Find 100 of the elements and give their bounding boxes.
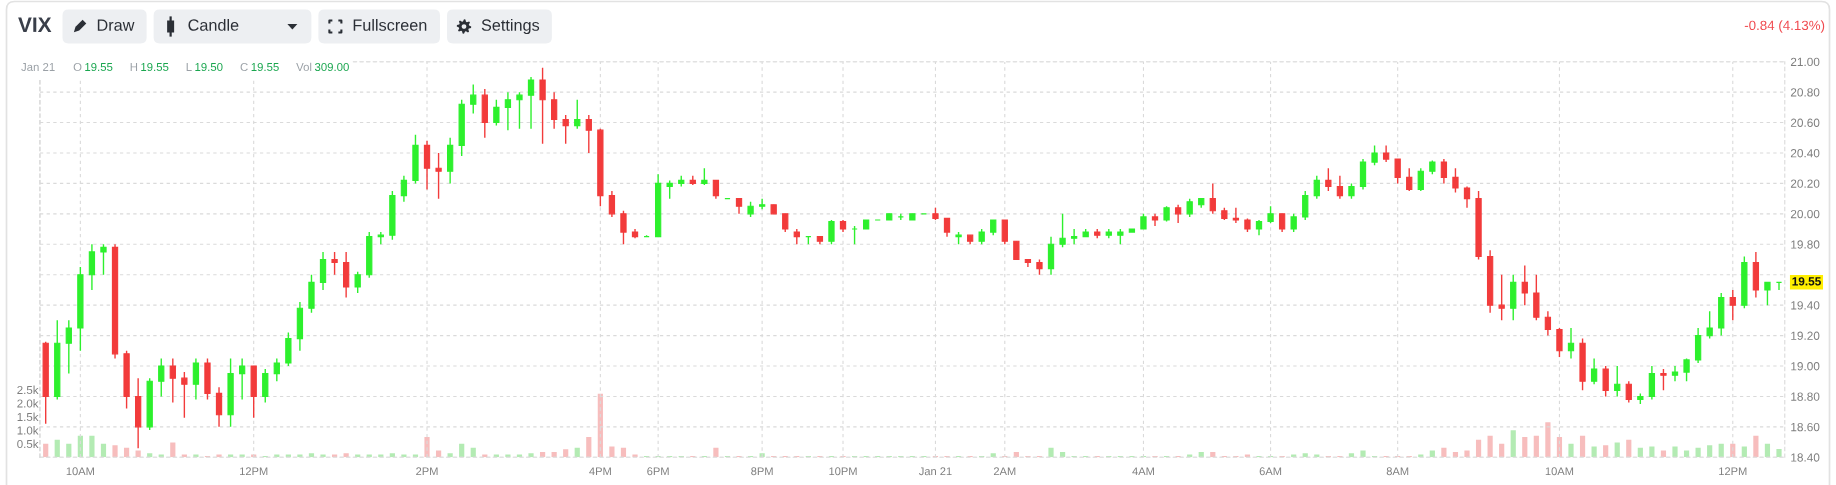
annotation: Jan 21: [21, 62, 55, 72]
candlestick: [354, 270, 361, 294]
candlestick: [828, 219, 835, 245]
x-tick-label: 12PM: [240, 467, 268, 476]
bar: [1522, 437, 1528, 458]
y-tick-label: 19.40: [1791, 301, 1820, 310]
bar: [1649, 446, 1655, 458]
y-tick-label: 18.40: [1791, 453, 1820, 462]
candlestick: [1602, 365, 1609, 398]
bar: [147, 453, 153, 458]
bar: [1695, 447, 1701, 458]
bar: [343, 453, 349, 458]
bar: [389, 453, 395, 458]
bar: [1510, 430, 1516, 458]
bar: [1637, 447, 1643, 458]
x-tick-label: 10AM: [1545, 467, 1574, 476]
candlestick: [1683, 357, 1690, 382]
bar: [447, 453, 453, 458]
y2-tick-label: 2.5k: [17, 385, 39, 395]
candlestick: [262, 368, 269, 404]
y-tick-label: 20.60: [1790, 118, 1820, 127]
x-tick-label: 8AM: [1386, 467, 1409, 476]
bar: [586, 437, 592, 458]
candlestick: [1302, 190, 1309, 221]
candlestick: [1648, 365, 1656, 401]
candlestick: [1729, 289, 1736, 322]
candlestick: [1764, 281, 1771, 306]
y2-tick-label: 0.5k: [17, 439, 39, 449]
bar: [1568, 443, 1574, 458]
candlestick: [273, 357, 280, 382]
candlestick: [504, 91, 512, 131]
bar: [563, 449, 569, 458]
candlestick: [1417, 167, 1424, 192]
bar: [470, 447, 476, 458]
candlestick: [1290, 213, 1297, 233]
candlestick: [1325, 167, 1332, 192]
candlestick: [1001, 219, 1008, 245]
bar: [112, 445, 118, 458]
bar: [1499, 443, 1505, 458]
bar: [100, 443, 107, 458]
text: -0.84 (4.13%): [1744, 20, 1825, 33]
candlestick: [1544, 310, 1552, 337]
candlestick: [585, 114, 592, 154]
bar: [1776, 448, 1782, 458]
candlestick: [1590, 357, 1598, 385]
candlestick: [65, 319, 72, 375]
candlestick: [319, 251, 327, 291]
bar: [1603, 445, 1609, 458]
bar: [990, 453, 996, 458]
candlestick: [238, 357, 246, 401]
bar: [66, 443, 72, 458]
annotation: Vol: [296, 62, 312, 72]
bar: [1302, 453, 1308, 458]
candlestick: [192, 357, 200, 401]
candlestick: [1521, 264, 1528, 306]
candlestick: [1174, 204, 1182, 224]
bar: [1545, 422, 1551, 458]
candlestick: [562, 114, 569, 145]
annotation: 19.55: [141, 62, 169, 72]
candlestick: [1440, 158, 1448, 185]
bar: [1487, 435, 1493, 458]
candlestick: [158, 357, 165, 398]
annotation: L: [186, 63, 192, 71]
annotation: 19.50: [195, 62, 223, 72]
bar: [1360, 450, 1366, 458]
x-tick-label: 2AM: [993, 467, 1016, 476]
bar: [1441, 447, 1447, 458]
candlestick: [527, 76, 535, 130]
candlestick: [423, 140, 431, 191]
x-tick-label: 8PM: [751, 467, 773, 476]
bar: [1753, 435, 1759, 458]
candlestick: [1498, 274, 1505, 322]
bar: [1464, 450, 1470, 458]
bar: [89, 435, 95, 458]
x-tick-label: 6PM: [647, 467, 669, 476]
candlestick: [1614, 365, 1621, 398]
x-tick-label: 2PM: [416, 467, 438, 476]
bar: [1741, 446, 1747, 458]
bar: [459, 443, 465, 458]
text: 19.55: [1792, 277, 1821, 286]
candlestick: [758, 197, 766, 210]
annotation: C: [240, 62, 248, 72]
bar: [54, 439, 60, 458]
bar: [1048, 447, 1054, 458]
x-tick-label: Jan 21: [918, 467, 952, 476]
candlestick: [1059, 213, 1066, 249]
text: Settings: [481, 18, 540, 35]
candlestick: [1336, 175, 1344, 200]
candlestick: [181, 371, 188, 419]
candlestick: [1625, 380, 1632, 404]
bar: [713, 447, 719, 458]
bar: [1614, 442, 1620, 458]
candlestick: [539, 67, 546, 145]
y-tick-label: 20.20: [1790, 179, 1820, 188]
annotation: 309.00: [314, 62, 349, 72]
candlestick: [1406, 167, 1413, 192]
candlestick: [782, 213, 789, 233]
text: Draw: [97, 19, 135, 31]
candlestick: [712, 179, 720, 200]
annotation: O: [73, 62, 82, 72]
